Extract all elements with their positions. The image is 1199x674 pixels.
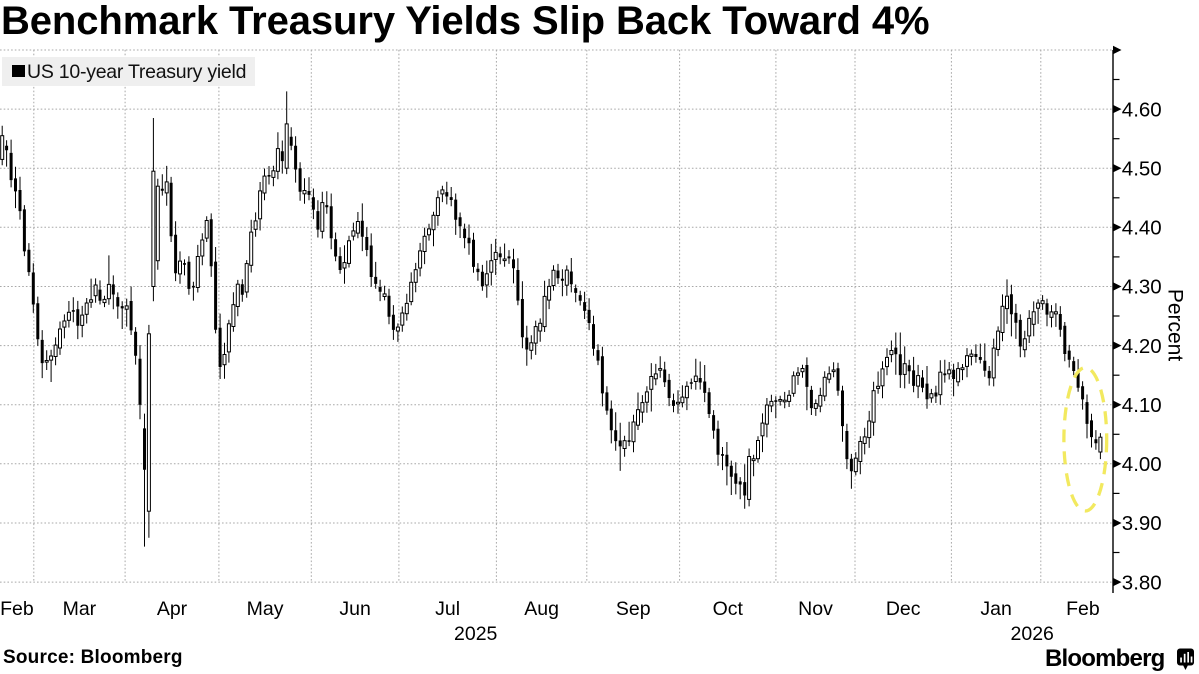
svg-text:4.40: 4.40 xyxy=(1122,217,1162,240)
svg-text:3.90: 3.90 xyxy=(1122,512,1162,535)
svg-text:Percent: Percent xyxy=(1164,289,1187,362)
svg-text:Jul: Jul xyxy=(435,598,460,620)
svg-text:4.50: 4.50 xyxy=(1122,157,1162,180)
svg-text:4.60: 4.60 xyxy=(1122,98,1162,121)
svg-text:Feb: Feb xyxy=(1066,598,1100,620)
svg-text:Aug: Aug xyxy=(524,598,559,620)
svg-text:4.10: 4.10 xyxy=(1122,394,1162,417)
svg-text:2026: 2026 xyxy=(1011,623,1054,645)
svg-text:Mar: Mar xyxy=(63,598,97,620)
svg-text:Jun: Jun xyxy=(339,598,370,620)
svg-text:Oct: Oct xyxy=(713,598,744,620)
svg-text:4.20: 4.20 xyxy=(1122,335,1162,358)
svg-text:4.00: 4.00 xyxy=(1122,453,1162,476)
svg-text:Dec: Dec xyxy=(886,598,921,620)
svg-text:Sep: Sep xyxy=(616,598,651,620)
svg-text:3.80: 3.80 xyxy=(1122,571,1162,594)
svg-text:4.30: 4.30 xyxy=(1122,276,1162,299)
svg-text:2025: 2025 xyxy=(454,623,498,645)
svg-text:May: May xyxy=(247,598,284,620)
svg-text:Nov: Nov xyxy=(798,598,833,620)
svg-text:Feb: Feb xyxy=(0,598,34,620)
svg-text:Apr: Apr xyxy=(157,598,188,620)
svg-text:Jan: Jan xyxy=(980,598,1011,620)
